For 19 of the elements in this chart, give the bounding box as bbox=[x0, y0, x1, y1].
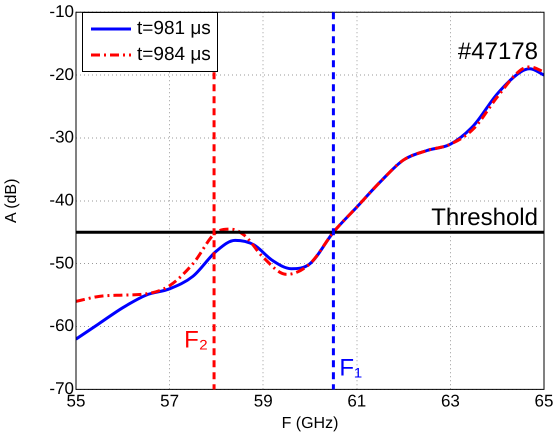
x-tick-label: 59 bbox=[254, 391, 273, 410]
x-tick-label: 57 bbox=[160, 391, 180, 410]
x-tick-label: 63 bbox=[440, 391, 460, 410]
ref-line-label: Threshold bbox=[431, 204, 538, 232]
y-tick-label: -60 bbox=[49, 316, 74, 336]
x-tick-label: 61 bbox=[347, 391, 366, 410]
legend-label: t=981 μs bbox=[137, 17, 211, 41]
y-tick-label: -40 bbox=[49, 190, 74, 210]
annotation: #47178 bbox=[458, 38, 538, 66]
legend-label: t=984 μs bbox=[137, 43, 211, 67]
y-axis-title: A (dB) bbox=[3, 178, 20, 224]
ref-line-label: F₁ bbox=[339, 354, 362, 382]
x-axis-title: F (GHz) bbox=[282, 414, 338, 432]
x-tick-label: 65 bbox=[534, 391, 554, 410]
y-tick-label: -20 bbox=[49, 64, 74, 84]
y-tick-label: -30 bbox=[49, 128, 74, 147]
ref-line-label: F₂ bbox=[184, 326, 208, 354]
y-tick-label: -50 bbox=[49, 253, 74, 272]
y-tick-label: -10 bbox=[49, 2, 74, 21]
